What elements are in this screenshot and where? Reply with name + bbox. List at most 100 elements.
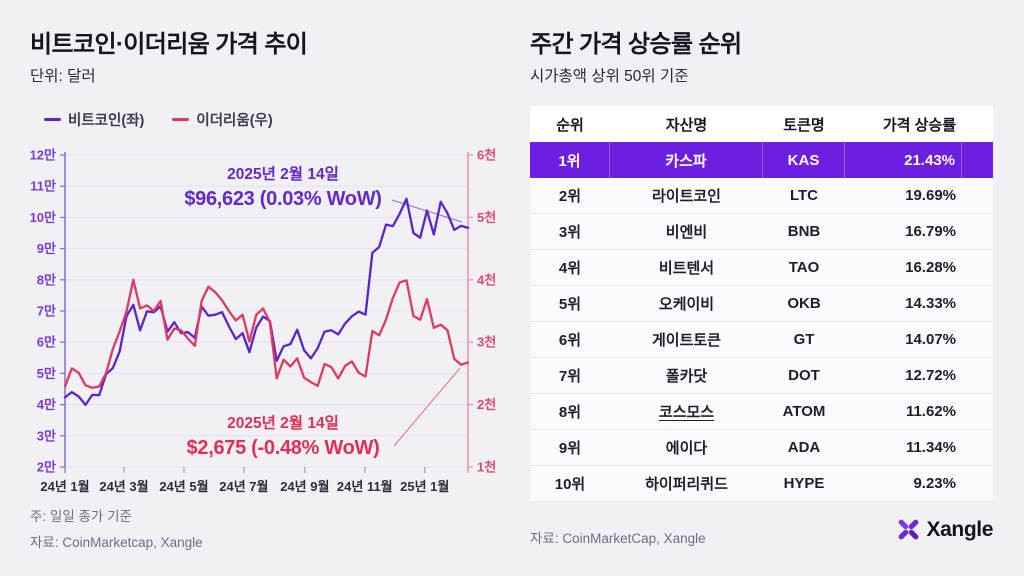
ethereum-annotation-date: 2025년 2월 14일 [227,415,339,432]
table-row: 8위 코스모스 ATOM 11.62% [530,394,993,430]
change-cell: 21.43% [845,142,962,178]
spacer-cell [962,250,993,285]
svg-text:7만: 7만 [37,304,56,319]
token-cell: KAS [763,142,845,178]
svg-text:10만: 10만 [30,210,56,225]
xangle-x-icon [898,519,918,540]
spacer-cell [962,358,993,393]
column-header: 가격 상승률 [882,116,956,134]
asset-cell: 카스파 [610,142,763,178]
legend-item-bitcoin: 비트코인(좌) [44,109,144,130]
svg-text:9만: 9만 [37,241,56,256]
svg-text:2천: 2천 [477,397,496,412]
rank-cell: 4위 [558,260,582,277]
asset-cell: 하이퍼리퀴드 [645,476,728,493]
svg-text:1천: 1천 [477,460,496,475]
change-cell: 14.07% [905,331,956,348]
asset-cell: 오케이비 [658,296,715,313]
svg-text:8만: 8만 [37,272,56,287]
rank-cell: 10위 [554,476,586,493]
token-cell: HYPE [783,475,825,492]
spacer-cell [962,142,993,178]
svg-text:6만: 6만 [37,335,56,350]
spacer-cell [962,394,993,429]
svg-text:24년 3월: 24년 3월 [99,479,148,494]
svg-text:24년 5월: 24년 5월 [159,479,208,494]
legend-item-ethereum: 이더리움(우) [172,109,273,130]
rank-cell: 6위 [558,332,582,349]
table-row: 1위 카스파 KAS 21.43% [530,142,993,178]
token-cell: ATOM [782,403,826,420]
chart-source: 자료: CoinMarketcap, Xangle [30,535,203,550]
rank-cell: 7위 [558,368,582,385]
legend-label-ethereum: 이더리움(우) [196,113,273,129]
rank-cell: 8위 [558,404,582,421]
asset-cell: 폴카닷 [665,368,708,385]
token-cell: GT [793,331,815,348]
svg-text:12만: 12만 [30,148,56,163]
change-cell: 12.72% [905,367,956,384]
svg-text:3천: 3천 [477,335,496,350]
rank-cell: 2위 [558,188,582,205]
spacer-cell [962,214,993,249]
legend-label-bitcoin: 비트코인(좌) [68,113,145,129]
ranking-subtitle: 시가총액 상위 50위 기준 [530,68,689,85]
table-row: 2위 라이트코인 LTC 19.69% [530,178,993,214]
bitcoin-line-swatch [44,117,61,122]
token-cell: ADA [787,439,821,456]
chart-unit-label: 단위: 달러 [30,68,96,85]
ethereum-annotation-value: $2,675 (-0.48% WoW) [186,437,380,459]
spacer-cell [962,322,993,357]
svg-text:11만: 11만 [30,179,56,194]
column-header: 순위 [556,116,584,134]
ranking-title: 주간 가격 상승률 순위 [530,31,742,58]
xangle-logo-text: Xangle [926,517,994,541]
table-row: 10위 하이퍼리퀴드 HYPE 9.23% [530,466,993,502]
svg-text:25년 1월: 25년 1월 [400,479,449,494]
svg-text:4만: 4만 [37,397,56,412]
table-row: 3위 비엔비 BNB 16.79% [530,214,993,250]
bitcoin-annotation-value: $96,623 (0.03% WoW) [184,188,382,210]
asset-cell: 비엔비 [665,224,708,241]
token-cell: DOT [788,367,820,384]
svg-text:24년 11월: 24년 11월 [337,479,393,494]
ranking-source: 자료: CoinMarketCap, Xangle [530,531,706,546]
svg-text:4천: 4천 [477,272,496,287]
svg-text:5천: 5천 [477,210,496,225]
token-cell: BNB [787,223,821,240]
svg-text:3만: 3만 [37,428,56,443]
price-line-chart: 12만 11만 10만 9만 8만 7만 6만 5만 4만 3만 2만 6천 5천 4천 3천 2천 1천 24년… [30,148,497,495]
rank-cell: 1위 [530,142,610,178]
spacer-cell [962,466,993,501]
spacer-cell [962,106,993,142]
bitcoin-annotation: 2025년 2월 14일 $96,623 (0.03% WoW) [128,162,438,211]
ethereum-annotation: 2025년 2월 14일 $2,675 (-0.48% WoW) [128,411,438,460]
svg-text:24년 1월: 24년 1월 [40,479,89,494]
ethereum-line-swatch [172,117,190,122]
svg-text:6천: 6천 [477,148,496,163]
table-row: 7위 폴카닷 DOT 12.72% [530,358,993,394]
svg-text:5만: 5만 [37,366,56,381]
rank-cell: 3위 [558,224,582,241]
change-cell: 11.62% [905,403,956,420]
xangle-logo: Xangle [896,517,993,542]
token-cell: OKB [787,295,821,312]
column-header: 자산명 [665,116,708,134]
table-row: 9위 에이다 ADA 11.34% [530,430,993,466]
asset-cell: 코스모스 [658,404,715,421]
rank-cell: 5위 [558,296,582,313]
table-row: 5위 오케이비 OKB 14.33% [530,286,993,322]
chart-note: 주: 일일 종가 기준 [30,509,132,524]
change-cell: 9.23% [913,475,956,492]
asset-cell: 라이트코인 [651,188,721,205]
spacer-cell [962,286,993,321]
bitcoin-annotation-date: 2025년 2월 14일 [227,166,339,183]
token-cell: LTC [789,187,819,204]
chart-legend: 비트코인(좌) 이더리움(우) [44,109,273,130]
spacer-cell [962,178,993,213]
change-cell: 14.33% [905,295,956,312]
asset-cell: 에이다 [665,440,708,457]
rank-cell: 9위 [558,440,582,457]
asset-cell: 게이트토큰 [651,332,721,349]
table-header-row: 순위 자산명 토큰명 가격 상승률 [530,106,993,142]
